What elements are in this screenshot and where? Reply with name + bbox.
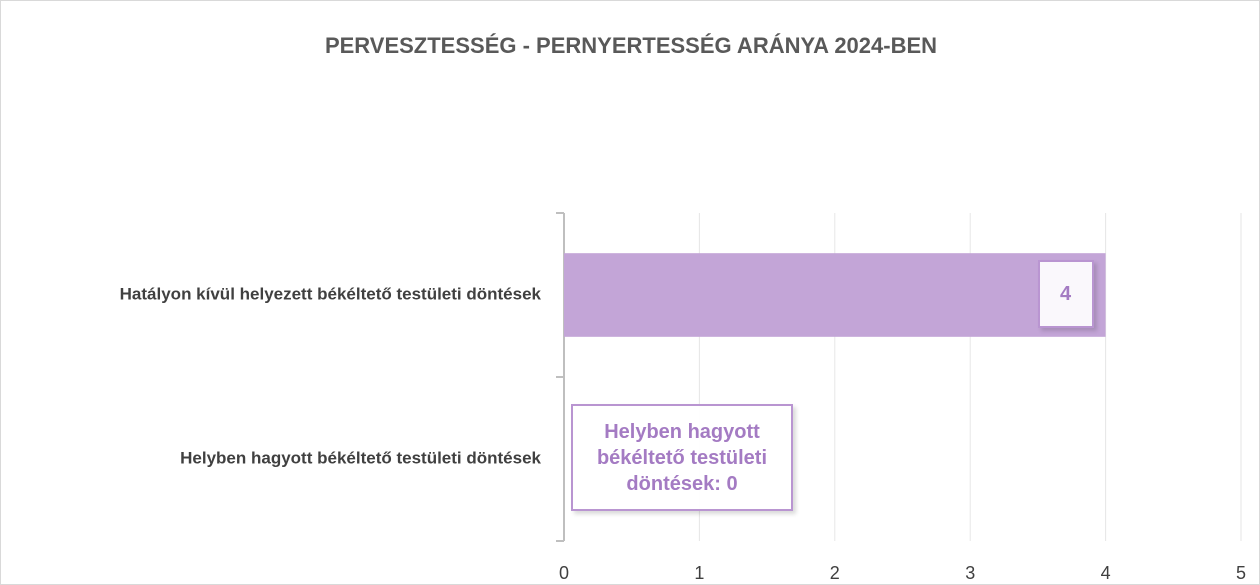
x-tick-label: 3 — [965, 563, 975, 583]
y-tick-label: Helyben hagyott békéltető testületi dönt… — [180, 448, 541, 467]
x-tick-label: 1 — [694, 563, 704, 583]
x-tick-label: 5 — [1236, 563, 1246, 583]
y-tick-label: Hatályon kívül helyezett békéltető testü… — [120, 284, 542, 303]
x-tick-label: 4 — [1101, 563, 1111, 583]
x-tick-label: 0 — [559, 563, 569, 583]
bar — [564, 253, 1106, 337]
data-label: Helyben hagyott békéltető testületi dönt… — [571, 404, 793, 511]
data-label: 4 — [1037, 260, 1094, 328]
chart-title: PERVESZTESSÉG - PERNYERTESSÉG ARÁNYA 202… — [325, 33, 937, 58]
x-tick-label: 2 — [830, 563, 840, 583]
